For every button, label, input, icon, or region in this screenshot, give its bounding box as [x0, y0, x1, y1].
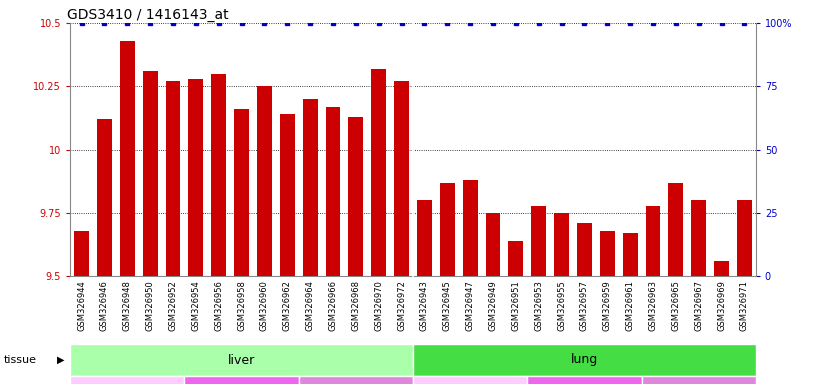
Bar [120, 41, 135, 276]
Bar [70, 376, 184, 384]
Text: GSM326971: GSM326971 [740, 280, 749, 331]
Text: GSM326954: GSM326954 [192, 280, 201, 331]
Text: GSM326949: GSM326949 [488, 280, 497, 331]
Text: GSM326972: GSM326972 [397, 280, 406, 331]
Text: GSM326965: GSM326965 [672, 280, 681, 331]
Bar [737, 200, 752, 276]
Text: GSM326951: GSM326951 [511, 280, 520, 331]
Text: ▶: ▶ [56, 355, 64, 365]
Text: GSM326967: GSM326967 [694, 280, 703, 331]
Bar [577, 223, 591, 276]
Text: liver: liver [228, 354, 255, 366]
Text: GSM326961: GSM326961 [625, 280, 634, 331]
Text: GSM326964: GSM326964 [306, 280, 315, 331]
Text: GSM326958: GSM326958 [237, 280, 246, 331]
Bar [642, 376, 756, 384]
Bar [554, 213, 569, 276]
Text: GSM326962: GSM326962 [282, 280, 292, 331]
Text: GSM326945: GSM326945 [443, 280, 452, 331]
Text: GSM326970: GSM326970 [374, 280, 383, 331]
Bar [486, 213, 501, 276]
Bar [527, 376, 642, 384]
Bar [280, 114, 295, 276]
Bar [70, 344, 413, 376]
Bar [235, 109, 249, 276]
Text: GSM326966: GSM326966 [329, 280, 338, 331]
Text: GSM326959: GSM326959 [603, 280, 612, 331]
Text: GSM326946: GSM326946 [100, 280, 109, 331]
Text: lung: lung [571, 354, 598, 366]
Text: GSM326950: GSM326950 [145, 280, 154, 331]
Text: GSM326947: GSM326947 [466, 280, 475, 331]
Bar [188, 79, 203, 276]
Text: GSM326953: GSM326953 [534, 280, 544, 331]
Text: GSM326969: GSM326969 [717, 280, 726, 331]
Bar [668, 183, 683, 276]
Bar [74, 231, 89, 276]
Bar [600, 231, 615, 276]
Text: GSM326948: GSM326948 [123, 280, 132, 331]
Text: tissue: tissue [4, 355, 37, 365]
Bar [394, 81, 409, 276]
Bar [257, 86, 272, 276]
Bar [623, 233, 638, 276]
Bar [413, 344, 756, 376]
Bar [463, 180, 477, 276]
Bar [646, 205, 660, 276]
Bar [509, 241, 523, 276]
Text: GSM326960: GSM326960 [260, 280, 269, 331]
Bar [349, 117, 363, 276]
Bar [184, 376, 299, 384]
Bar [211, 74, 226, 276]
Text: GSM326952: GSM326952 [169, 280, 178, 331]
Bar [417, 200, 432, 276]
Text: GSM326968: GSM326968 [351, 280, 360, 331]
Text: GSM326944: GSM326944 [77, 280, 86, 331]
Text: GSM326956: GSM326956 [214, 280, 223, 331]
Bar [97, 119, 112, 276]
Bar [372, 69, 386, 276]
Bar [325, 107, 340, 276]
Bar [303, 99, 317, 276]
Bar [299, 376, 413, 384]
Text: GSM326955: GSM326955 [557, 280, 566, 331]
Bar [143, 71, 158, 276]
Bar [413, 376, 527, 384]
Bar [166, 81, 180, 276]
Bar [440, 183, 454, 276]
Bar [714, 261, 729, 276]
Bar [531, 205, 546, 276]
Text: GDS3410 / 1416143_at: GDS3410 / 1416143_at [67, 8, 229, 22]
Text: GSM326963: GSM326963 [648, 280, 657, 331]
Bar [691, 200, 706, 276]
Text: GSM326943: GSM326943 [420, 280, 429, 331]
Text: GSM326957: GSM326957 [580, 280, 589, 331]
